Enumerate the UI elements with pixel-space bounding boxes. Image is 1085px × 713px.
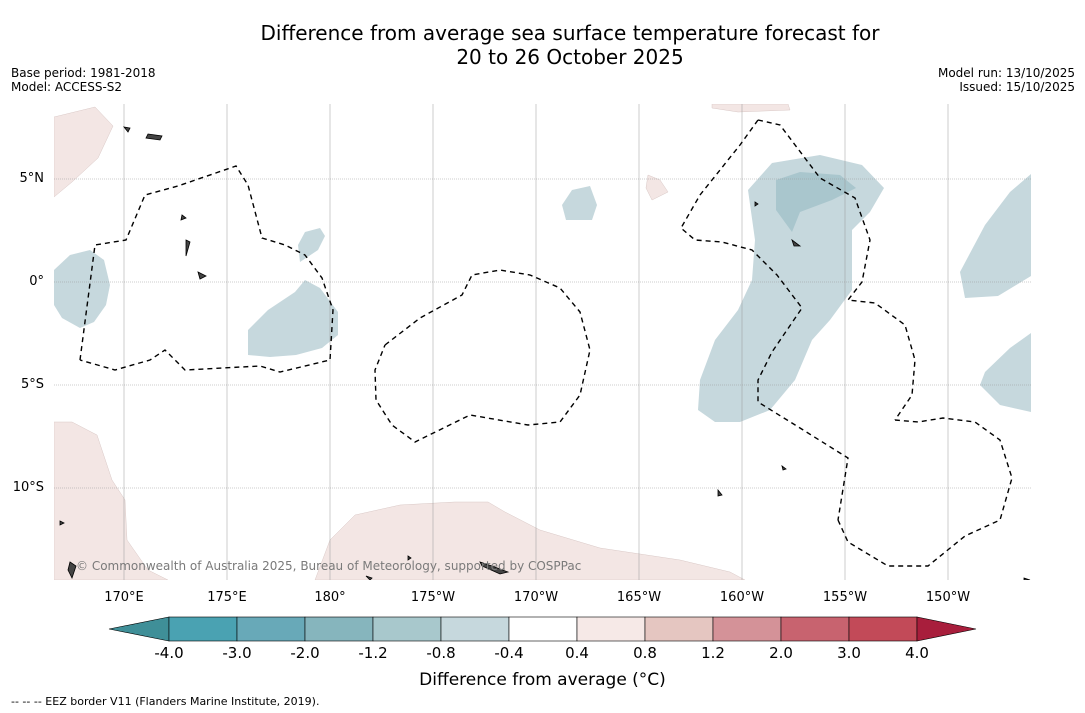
cbar-segment (372, 616, 442, 642)
map-title: Difference from average sea surface temp… (0, 21, 1085, 69)
cbar-tick-label: 2.0 (769, 644, 793, 662)
cbar-segment (168, 616, 238, 642)
cool-strong-area (776, 172, 856, 232)
cool-anomaly-area (980, 333, 1031, 412)
cbar-tick-label: -2.0 (290, 644, 320, 662)
cool-anomaly-area (698, 155, 884, 422)
lon-label-175w: 175°W (410, 590, 456, 605)
islands (59, 126, 1031, 580)
base-period: Base period: 1981-2018 (11, 66, 156, 80)
cbar-extend-high (916, 616, 977, 642)
lon-label-180: 180° (314, 590, 346, 605)
cbar-segment (848, 616, 918, 642)
meta-left: Base period: 1981-2018 Model: ACCESS-S2 (11, 66, 156, 94)
warm-anomaly-area (314, 501, 746, 580)
cbar-tick-label: -0.4 (494, 644, 524, 662)
lat-label-5s: 5°S (20, 377, 44, 392)
cbar-segment (780, 616, 850, 642)
eez-footnote: -- -- -- EEZ border V11 (Flanders Marine… (11, 695, 320, 708)
lon-label-170e: 170°E (104, 590, 144, 605)
lon-label-165w: 165°W (616, 590, 662, 605)
graticule (54, 104, 1031, 580)
cbar-tick-label: -3.0 (222, 644, 252, 662)
cbar-extend-low (108, 616, 170, 642)
cbar-segment (576, 616, 646, 642)
lat-label-5n: 5°N (19, 171, 45, 186)
cbar-tick-label: -1.2 (358, 644, 388, 662)
eez-border (757, 119, 916, 421)
colorbar-label: Difference from average (°C) (419, 670, 666, 690)
eez-border (79, 165, 334, 373)
cbar-tick-label: 0.4 (565, 644, 589, 662)
cbar-tick-label: 1.2 (701, 644, 725, 662)
eez-borders (79, 119, 1013, 567)
cool-anomaly-area (562, 186, 597, 220)
colorbar-segments (108, 616, 977, 642)
cbar-segment (644, 616, 714, 642)
cbar-tick-label: 3.0 (837, 644, 861, 662)
lon-label-155w: 155°W (822, 590, 868, 605)
lon-label-160w: 160°W (719, 590, 765, 605)
cool-anomaly-area (960, 174, 1031, 298)
title-line-2: 20 to 26 October 2025 (456, 45, 684, 69)
warm-anomaly-area (54, 106, 114, 198)
eez-border (374, 269, 591, 443)
cool-anomaly-area (54, 250, 110, 328)
cool-anomaly-area (248, 280, 338, 357)
lon-label-175e: 175°E (207, 590, 247, 605)
cbar-segment (236, 616, 306, 642)
cbar-tick-label: -4.0 (154, 644, 184, 662)
warm-anomaly-area (711, 104, 791, 113)
cbar-tick-label: 0.8 (633, 644, 657, 662)
lon-label-150w: 150°W (925, 590, 971, 605)
lat-label-0: 0° (29, 274, 44, 289)
cool-anomaly-area (298, 228, 325, 262)
title-line-1: Difference from average sea surface temp… (260, 21, 880, 45)
cbar-segment (440, 616, 510, 642)
cbar-segment (304, 616, 374, 642)
lon-label-170w: 170°W (513, 590, 559, 605)
cbar-tick-label: 4.0 (905, 644, 929, 662)
meta-right: Model run: 13/10/2025 Issued: 15/10/2025 (938, 66, 1075, 94)
model-name: Model: ACCESS-S2 (11, 80, 123, 94)
model-run: Model run: 13/10/2025 (937, 66, 1075, 80)
eez-border (680, 119, 849, 521)
cbar-segment (508, 616, 578, 642)
copyright-notice: © Commonwealth of Australia 2025, Bureau… (76, 559, 582, 573)
issued-date: Issued: 15/10/2025 (959, 80, 1075, 94)
cbar-segment (712, 616, 782, 642)
cbar-tick-label: -0.8 (426, 644, 456, 662)
lat-label-10s: 10°S (12, 480, 44, 495)
warm-anomaly-area (54, 421, 169, 580)
eez-border (837, 417, 1013, 567)
